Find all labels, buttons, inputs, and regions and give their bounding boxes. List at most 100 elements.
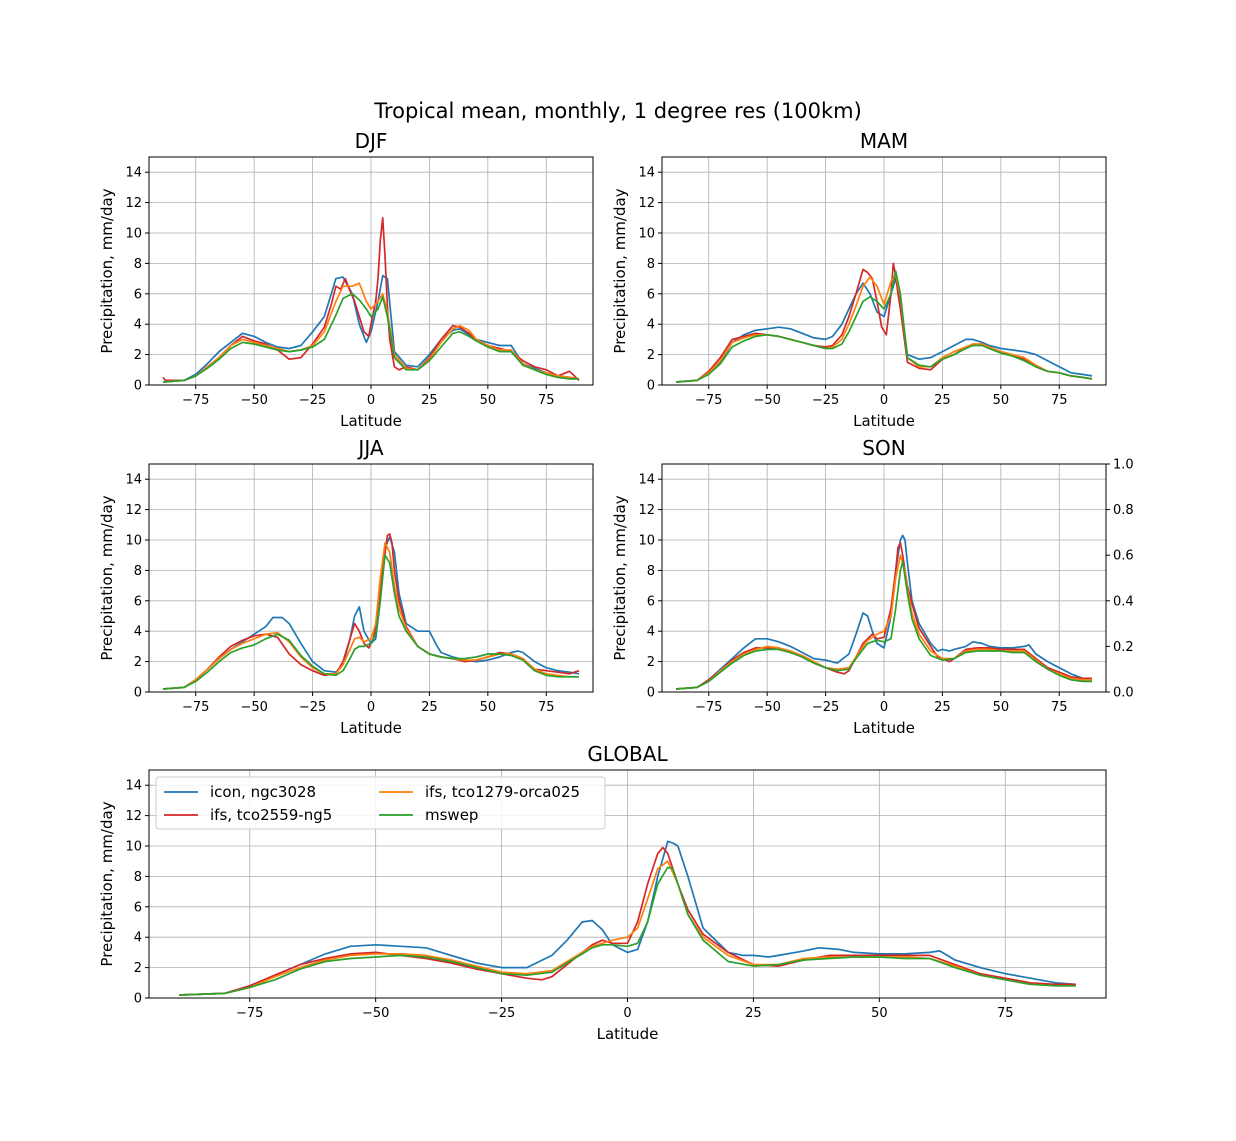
y-tick-label: 14	[638, 473, 655, 488]
y-tick-label: 6	[134, 594, 142, 609]
legend-entry-label: ifs, tco1279-orca025	[425, 783, 580, 801]
x-tick-label: −75	[695, 700, 722, 715]
series-lines	[162, 216, 580, 383]
x-tick-label: 50	[871, 1006, 888, 1021]
x-tick-label: 0	[880, 393, 888, 408]
legend: icon, ngc3028 ifs, tco2559-ng5 ifs, tco127…	[155, 776, 606, 830]
series-line-icon-ngc3028	[675, 534, 1092, 690]
y-tick-label: 4	[134, 318, 142, 333]
y-axis-label: Precipitation, mm/day	[611, 188, 629, 353]
x-tick-label: −50	[753, 700, 780, 715]
y-tick-label: 8	[647, 564, 655, 579]
x-tick-label: 75	[1051, 700, 1068, 715]
series-line-mswep	[162, 292, 579, 383]
x-tick-label: −25	[812, 700, 839, 715]
x-tick-label: 25	[421, 700, 438, 715]
y-tick-label: 8	[134, 257, 142, 272]
legend-entry-label: ifs, tco2559-ng5	[210, 806, 332, 824]
y-tick-label: 8	[134, 564, 142, 579]
secondary-y-tick-label: 0.4	[1113, 594, 1134, 609]
secondary-y-tick-label: 0.0	[1113, 686, 1134, 701]
x-tick-label: 0	[880, 700, 888, 715]
y-tick-label: 6	[647, 594, 655, 609]
x-tick-label: 0	[623, 1006, 631, 1021]
y-tick-label: 8	[134, 870, 142, 885]
series-line-icon-ngc3028	[179, 840, 1076, 996]
y-tick-label: 4	[647, 625, 655, 640]
x-tick-label: 50	[480, 700, 497, 715]
x-tick-label: 75	[538, 700, 555, 715]
y-tick-label: 10	[638, 227, 655, 242]
panel-global: −75 −50 −25 0 25 50 75 0 2 4 6 8 10 12 14 Latitude Preci…	[98, 742, 1107, 1043]
panel-title: GLOBAL	[587, 742, 668, 766]
series-lines	[179, 840, 1076, 996]
y-tick-label: 10	[125, 840, 142, 855]
y-tick-label: 4	[134, 931, 142, 946]
y-tick-label: 12	[638, 196, 655, 211]
y-tick-label: 4	[647, 318, 655, 333]
x-axis-label: Latitude	[597, 1025, 659, 1043]
x-tick-label: 75	[538, 393, 555, 408]
y-axis-label: Precipitation, mm/day	[611, 495, 629, 660]
series-line-mswep	[162, 554, 579, 690]
x-tick-label: −75	[695, 393, 722, 408]
series-line-ifs-tco1279-orca025	[675, 554, 1092, 690]
x-tick-label: 50	[993, 700, 1010, 715]
x-tick-label: 25	[934, 700, 951, 715]
y-tick-label: 12	[125, 809, 142, 824]
y-tick-label: 2	[647, 348, 655, 363]
y-tick-label: 4	[134, 625, 142, 640]
panel-mam: −75 −50 −25 0 25 50 75 0 2 4 6 8 10 12 14 Latitude Preci…	[611, 129, 1107, 430]
x-tick-label: −50	[240, 700, 267, 715]
y-axis-label: Precipitation, mm/day	[98, 495, 116, 660]
y-tick-label: 0	[134, 686, 142, 701]
legend-entry-label: icon, ngc3028	[210, 783, 316, 801]
panel-title: SON	[862, 436, 905, 460]
x-tick-label: 50	[480, 393, 497, 408]
legend-box	[155, 776, 606, 830]
x-tick-label: −75	[236, 1006, 263, 1021]
series-lines	[675, 262, 1093, 383]
x-tick-label: −50	[240, 393, 267, 408]
panels: −75 −50 −25 0 25 50 75 0 2 4 6 8 10 12 14 Latitude Preci…	[98, 129, 1134, 1043]
series-line-icon-ngc3028	[675, 277, 1093, 383]
x-axis-label: Latitude	[853, 719, 915, 737]
panel-djf: −75 −50 −25 0 25 50 75 0 2 4 6 8 10 12 14 Latitude Preci…	[98, 129, 594, 430]
series-line-mswep	[675, 560, 1092, 690]
x-tick-label: 0	[367, 393, 375, 408]
y-tick-label: 10	[125, 534, 142, 549]
figure-title: Tropical mean, monthly, 1 degree res (10…	[373, 99, 862, 123]
x-tick-label: −25	[299, 393, 326, 408]
secondary-y-tick-label: 0.8	[1113, 503, 1134, 518]
x-tick-label: −50	[362, 1006, 389, 1021]
y-tick-label: 12	[638, 503, 655, 518]
y-tick-label: 8	[647, 257, 655, 272]
panel-title: DJF	[355, 129, 388, 153]
x-tick-label: −25	[812, 393, 839, 408]
y-tick-label: 2	[647, 655, 655, 670]
legend-entry-label: mswep	[425, 806, 478, 824]
y-tick-label: 6	[647, 287, 655, 302]
panel-jja: −75 −50 −25 0 25 50 75 0 2 4 6 8 10 12 14 Latitude Preci…	[98, 436, 594, 737]
y-axis-label: Precipitation, mm/day	[98, 188, 116, 353]
y-tick-label: 10	[638, 534, 655, 549]
y-tick-label: 14	[125, 473, 142, 488]
panel-title: JJA	[356, 436, 383, 460]
x-tick-label: 50	[993, 393, 1010, 408]
panel-title: MAM	[860, 129, 908, 153]
x-tick-label: 25	[745, 1006, 762, 1021]
x-axis-label: Latitude	[340, 719, 402, 737]
x-axis-label: Latitude	[853, 412, 915, 430]
y-tick-label: 6	[134, 900, 142, 915]
series-lines	[675, 534, 1092, 690]
series-line-mswep	[179, 866, 1076, 996]
y-tick-label: 0	[134, 992, 142, 1007]
secondary-y-tick-label: 0.2	[1113, 640, 1134, 655]
secondary-y-tick-label: 0.6	[1113, 549, 1134, 564]
x-tick-label: 25	[421, 393, 438, 408]
x-tick-label: −75	[182, 700, 209, 715]
y-tick-label: 10	[125, 227, 142, 242]
y-tick-label: 14	[125, 779, 142, 794]
series-line-ifs-tco1279-orca025	[179, 860, 1076, 996]
